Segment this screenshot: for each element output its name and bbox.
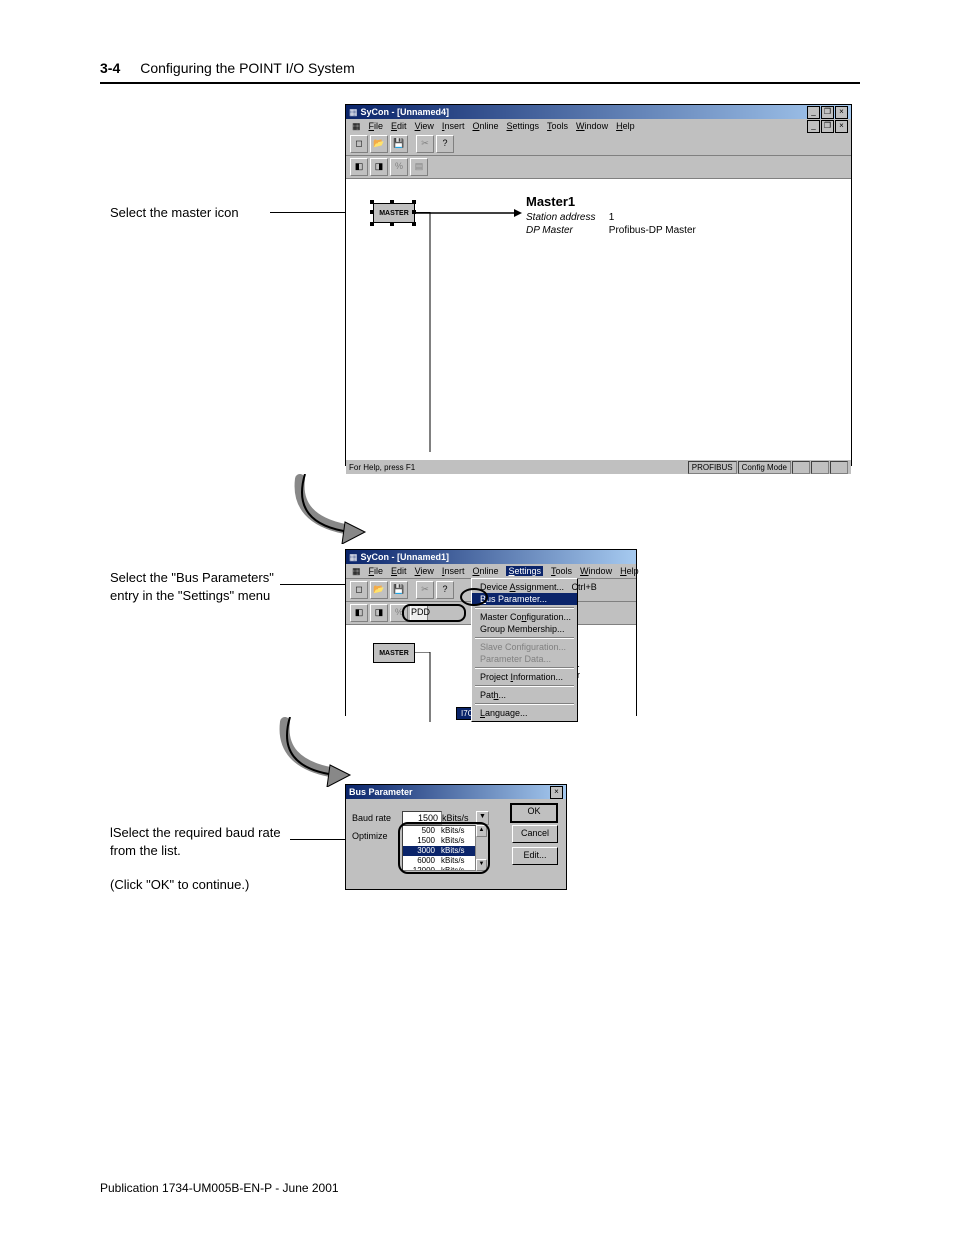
menu-item-group-membership[interactable]: Group Membership... [472,623,577,635]
menu-item-master-config[interactable]: Master Configuration... [472,611,577,623]
window-titlebar: ▦ SyCon - [Unnamed1] [346,550,636,564]
menu-item-parameter-data: Parameter Data... [472,653,577,665]
menu-item-path[interactable]: Path... [472,689,577,701]
highlight-ring [402,604,466,622]
screenshot-settings-menu: ▦ SyCon - [Unnamed1] ▦ File Edit View In… [345,549,637,716]
caption-click-ok: (Click "OK" to continue.) [110,876,290,894]
window-title: SyCon - [Unnamed4] [361,107,450,117]
menubar: ▦ File Edit View Insert Online Settings … [346,564,636,579]
menu-window[interactable]: Window [576,121,608,131]
window-controls: _ ❐ × [807,106,848,119]
publication-footer: Publication 1734-UM005B-EN-P - June 2001 [100,1181,339,1195]
menu-view[interactable]: View [415,566,434,576]
status-cell [811,461,829,474]
open-icon[interactable]: 📂 [370,135,388,153]
menubar: ▦ File Edit View Insert Online Settings … [346,119,807,133]
edit-button[interactable]: Edit... [512,847,558,865]
highlight-ring [398,822,490,874]
tool-icon[interactable]: ◧ [350,158,368,176]
status-cell [830,461,848,474]
chapter-title: Configuring the POINT I/O System [140,60,355,76]
menu-file[interactable]: File [369,121,384,131]
tool-icon[interactable]: % [390,158,408,176]
caption-select-master: Select the master icon [110,204,290,222]
restore-icon[interactable]: ❐ [821,120,834,133]
menu-item-device-assignment[interactable]: Device Assignment... Ctrl+B [472,581,577,593]
status-cell [792,461,810,474]
menu-tools[interactable]: Tools [547,121,568,131]
menu-file[interactable]: File [369,566,384,576]
tool-icon[interactable]: ◨ [370,604,388,622]
cut-icon[interactable]: ✂ [416,135,434,153]
menu-item-slave-config: Slave Configuration... [472,641,577,653]
menu-edit[interactable]: Edit [391,566,407,576]
help-icon[interactable]: ? [436,135,454,153]
close-icon[interactable]: × [835,120,848,133]
toolbar-2: ◧ ◨ % ▤ [346,156,851,179]
menu-help[interactable]: Help [616,121,635,131]
window-title: SyCon - [Unnamed1] [361,552,450,562]
menu-settings[interactable]: Settings [506,121,539,131]
menu-view[interactable]: View [415,121,434,131]
master-info: Master1 Station address 1 DP Master Prof… [526,194,696,237]
menu-online[interactable]: Online [472,566,498,576]
new-icon[interactable]: ◻ [350,135,368,153]
menu-settings[interactable]: Settings [506,566,543,576]
mdi-window-controls: _ ❐ × [807,120,851,133]
maximize-icon[interactable]: ❐ [821,106,834,119]
canvas: MASTER Master1 [346,179,851,459]
window-titlebar: ▦ SyCon - [Unnamed4] _ ❐ × [346,105,851,119]
dialog-titlebar: Bus Parameter × [346,785,566,799]
menu-item-language[interactable]: Language... [472,707,577,719]
toolbar: ◻ 📂 💾 ✂ ? [346,133,851,156]
menu-online[interactable]: Online [472,121,498,131]
highlight-ring [460,588,488,606]
flow-arrow-icon [290,474,390,544]
help-icon[interactable]: ? [436,581,454,599]
cancel-button[interactable]: Cancel [512,825,558,843]
status-mode: Config Mode [738,461,791,474]
close-icon[interactable]: × [550,786,563,799]
status-bus: PROFIBUS [688,461,737,474]
minimize-icon[interactable]: _ [807,120,820,133]
flow-arrow-icon [275,717,375,787]
app-icon: ▦ [349,107,358,118]
app-icon: ▦ [349,552,358,563]
dialog-title: Bus Parameter [349,787,413,797]
menu-help[interactable]: Help [620,566,639,576]
caption-bus-parameters: Select the "Bus Parameters" entry in the… [110,569,290,605]
status-help: For Help, press F1 [349,463,415,472]
ok-button[interactable]: OK [510,803,558,823]
minimize-icon[interactable]: _ [807,106,820,119]
caption-baud-rate: lSelect the required baud rate from the … [110,824,290,860]
cut-icon[interactable]: ✂ [416,581,434,599]
menu-edit[interactable]: Edit [391,121,407,131]
tool-icon[interactable]: ◧ [350,604,368,622]
tool-icon[interactable]: ◨ [370,158,388,176]
optimize-label: Optimize [352,831,388,841]
new-icon[interactable]: ◻ [350,581,368,599]
menu-insert[interactable]: Insert [442,566,465,576]
save-icon[interactable]: 💾 [390,581,408,599]
page-number: 3-4 [100,60,120,76]
menu-window[interactable]: Window [580,566,612,576]
screenshot-sycon-main: ▦ SyCon - [Unnamed4] _ ❐ × ▦ File Edit V… [345,104,852,466]
baud-rate-label: Baud rate [352,813,391,823]
menu-insert[interactable]: Insert [442,121,465,131]
close-icon[interactable]: × [835,106,848,119]
master-title: Master1 [526,194,696,211]
menu-tools[interactable]: Tools [551,566,572,576]
save-icon[interactable]: 💾 [390,135,408,153]
tool-icon[interactable]: ▤ [410,158,428,176]
open-icon[interactable]: 📂 [370,581,388,599]
menu-item-project-info[interactable]: Project Information... [472,671,577,683]
statusbar: For Help, press F1 PROFIBUS Config Mode [346,459,851,474]
